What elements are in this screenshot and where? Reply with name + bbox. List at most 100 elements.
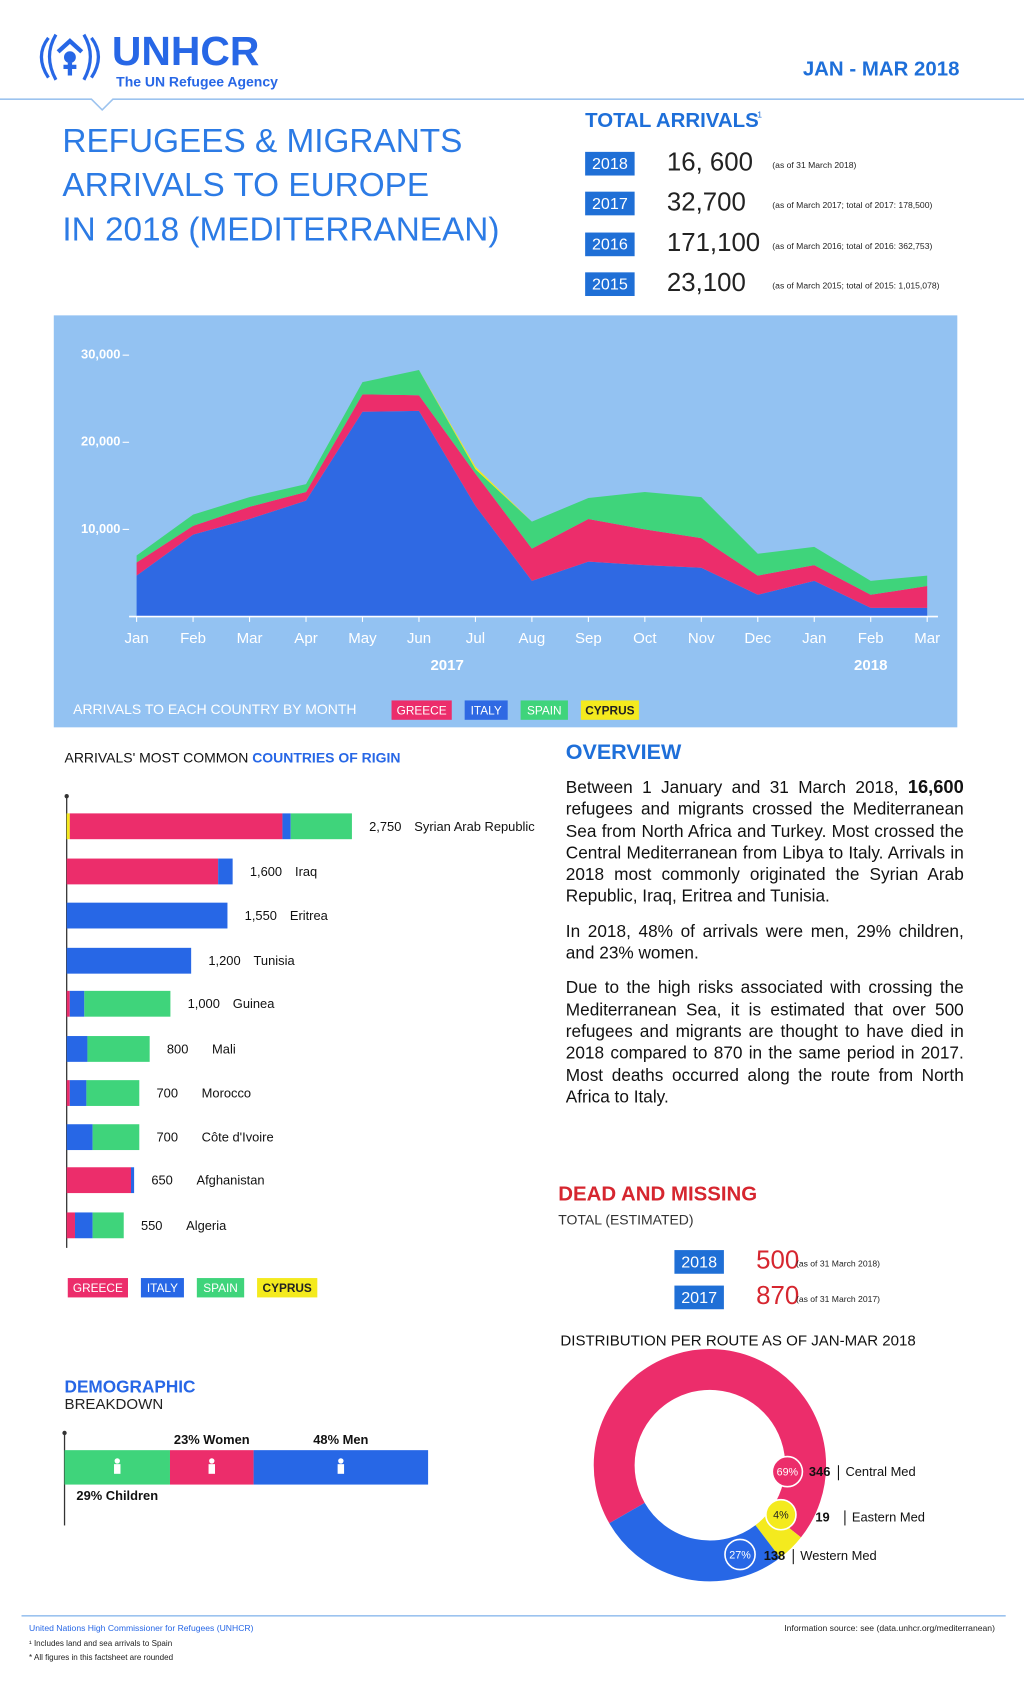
bar-segment xyxy=(66,1080,70,1106)
origin-title-a: ARRIVALS' MOST COMMON xyxy=(65,749,253,765)
footer-org: United Nations High Commissioner for Ref… xyxy=(29,1623,254,1633)
year: 2017 xyxy=(592,195,628,213)
x-tick-label: Jul xyxy=(466,630,485,647)
area xyxy=(136,410,928,617)
footnote-mark: 1 xyxy=(757,110,762,120)
bar-segment xyxy=(69,813,283,840)
paragraph: In 2018, 48% of arrivals were men, 29% c… xyxy=(566,922,964,966)
bar-category: Syrian Arab Republic xyxy=(414,819,535,834)
legend-swatch xyxy=(196,1278,245,1298)
person-head xyxy=(209,1458,215,1464)
footer-note: ¹ Includes land and sea arrivals to Spai… xyxy=(29,1639,172,1648)
text-run: In 2018, 48% of arrivals were men, 29% c… xyxy=(565,922,964,963)
route-name: Central Med xyxy=(845,1464,915,1479)
title-line: REFUGEES & MIGRANTS xyxy=(62,123,462,160)
x-tick-label: Feb xyxy=(858,630,884,647)
badge-label: 69% xyxy=(777,1467,799,1479)
y-tick-label: 20,000 xyxy=(81,434,120,449)
legend-label: CYPRUS xyxy=(263,1281,312,1295)
bar-segment xyxy=(66,947,192,974)
text-run: refugees and migrants crossed the Medite… xyxy=(565,800,964,907)
bar-total: 550 xyxy=(141,1218,163,1233)
note: (as of March 2015; total of 2015: 1,015,… xyxy=(772,281,939,291)
bar-category: Côte d'Ivoire xyxy=(202,1130,274,1145)
x-tick-label: Nov xyxy=(688,630,715,647)
overview-text: Between 1 January and 31 March 2018, 16,… xyxy=(566,777,964,1110)
y-tick-label: 30,000 xyxy=(81,347,120,362)
legend-swatch xyxy=(140,1278,184,1298)
badge xyxy=(771,1455,804,1488)
text-run: Due to the high risks associated with cr… xyxy=(565,979,964,1107)
legend-swatch xyxy=(391,700,452,720)
figure: 500 xyxy=(756,1247,799,1275)
bar-total: 1,000 xyxy=(188,996,220,1011)
bar-segment xyxy=(92,1124,140,1151)
bar-segment xyxy=(74,1212,93,1239)
figure: 870 xyxy=(756,1282,799,1310)
separator xyxy=(837,1465,839,1481)
paragraph: Due to the high risks associated with cr… xyxy=(566,978,964,1109)
note: (as of 31 March 2017) xyxy=(796,1294,880,1304)
x-tick-label: Oct xyxy=(633,630,657,647)
legend-swatch xyxy=(464,700,508,720)
legend-label: ITALY xyxy=(147,1281,178,1295)
demo-label: 29% Children xyxy=(76,1488,158,1503)
x-tick-label: Apr xyxy=(294,630,317,647)
logo-icon xyxy=(39,33,101,81)
figure: 16, 600 xyxy=(667,149,753,177)
year-box xyxy=(674,1285,724,1310)
demo-label: 23% Women xyxy=(174,1432,250,1447)
origin-title-b: COUNTRIES OF RIGIN xyxy=(252,749,400,765)
x-tick-label: Jun xyxy=(407,630,431,647)
bar-total: 700 xyxy=(157,1130,179,1145)
person-head xyxy=(114,1458,120,1464)
x-tick-label: Mar xyxy=(237,630,263,647)
year: 2015 xyxy=(592,276,628,294)
separator xyxy=(792,1549,794,1565)
bar-segment xyxy=(130,1167,135,1194)
x-tick-label: Sep xyxy=(575,630,602,647)
bar-total: 1,550 xyxy=(245,908,277,923)
bar-total: 1,200 xyxy=(208,953,240,968)
bar-category: Algeria xyxy=(186,1218,227,1233)
bar-total: 650 xyxy=(151,1173,173,1188)
legend-label: CYPRUS xyxy=(585,703,634,717)
year-label: 2018 xyxy=(854,657,887,674)
figure: 171,100 xyxy=(667,229,760,257)
bar-total: 2,750 xyxy=(369,819,401,834)
x-tick-label: Aug xyxy=(519,630,546,647)
demo-label: 48% Men xyxy=(313,1432,368,1447)
year-box xyxy=(585,191,635,216)
legend-swatch xyxy=(67,1278,128,1298)
figure: 23,100 xyxy=(667,269,746,297)
year-box xyxy=(585,272,635,297)
x-tick-label: Jan xyxy=(124,630,148,647)
legend-swatch xyxy=(520,700,568,720)
period: JAN - MAR 2018 xyxy=(803,59,960,81)
person-body xyxy=(208,1464,216,1474)
year-label: 2017 xyxy=(430,657,463,674)
year: 2018 xyxy=(592,155,628,173)
title-line: IN 2018 (MEDITERRANEAN) xyxy=(62,211,499,248)
year-box xyxy=(585,151,635,176)
bar-segment xyxy=(66,1124,93,1151)
text-run: Between 1 January and 31 March 2018, xyxy=(565,778,908,798)
bar-segment xyxy=(66,813,70,840)
bar-total: 1,600 xyxy=(250,864,282,879)
bar-segment xyxy=(66,1036,88,1062)
legend-label: SPAIN xyxy=(527,703,562,717)
legend-swatch xyxy=(580,700,639,720)
bar-total: 800 xyxy=(167,1041,189,1056)
legend-title: ARRIVALS TO EACH COUNTRY BY MONTH xyxy=(73,701,356,717)
tagline: The UN Refugee Agency xyxy=(116,74,278,90)
route-name: Western Med xyxy=(800,1548,876,1563)
bar-segment xyxy=(66,1212,75,1239)
bold-figure: 16,600 xyxy=(907,776,964,798)
bar-segment xyxy=(66,858,219,885)
dead-title: DEAD AND MISSING xyxy=(558,1184,757,1206)
area xyxy=(136,369,928,595)
demo-title: DEMOGRAPHIC xyxy=(65,1376,196,1396)
dead-subtitle: TOTAL (ESTIMATED) xyxy=(558,1212,693,1228)
